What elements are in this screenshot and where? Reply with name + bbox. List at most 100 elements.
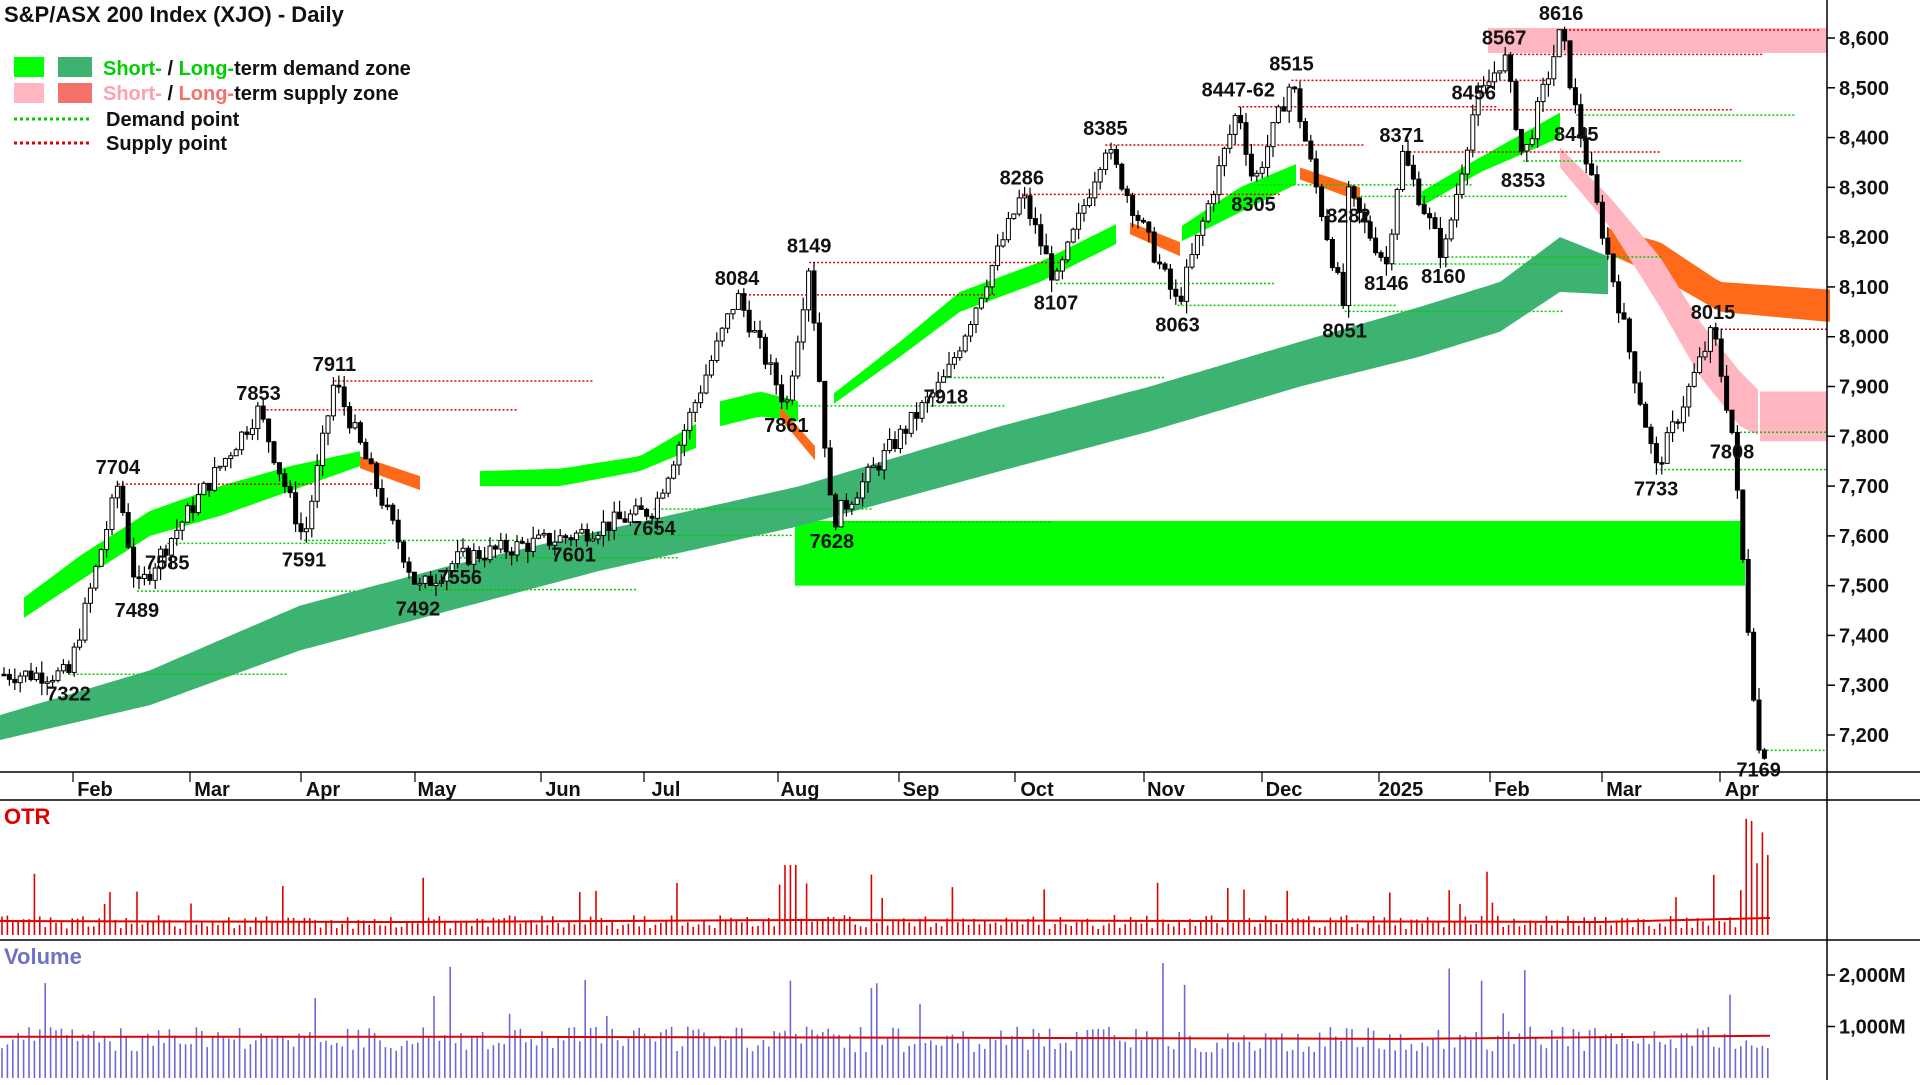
key-point-label: 7591 [282, 549, 327, 571]
candle-body [266, 418, 272, 443]
candle-body [482, 557, 488, 561]
candle-body [1324, 216, 1330, 241]
candle-body [71, 646, 77, 673]
candle-body [1362, 211, 1368, 223]
candle-body [93, 565, 99, 589]
candle-body [1243, 122, 1249, 155]
key-point-label: 8084 [715, 268, 760, 290]
candle [368, 452, 374, 465]
candle-body [1594, 174, 1600, 203]
candle-body [671, 464, 677, 479]
candle-body [455, 551, 461, 565]
candle-body [222, 458, 228, 467]
candle-body [217, 465, 223, 469]
candle [401, 539, 407, 569]
legend-supply-zone-text: Short- / Long-term supply zone [103, 83, 399, 105]
candle [627, 509, 633, 526]
candle-body [876, 465, 882, 471]
candle-body [433, 582, 439, 587]
candle [1270, 122, 1276, 158]
candle [606, 521, 612, 541]
candle-body [914, 412, 920, 419]
candle [60, 659, 66, 674]
candle [995, 234, 1001, 271]
candle [1724, 365, 1730, 414]
candle-body [1275, 106, 1281, 124]
candle [104, 521, 110, 558]
candle [1734, 425, 1740, 499]
candle [1092, 171, 1098, 207]
candle-body [1151, 231, 1157, 263]
candle [244, 426, 250, 440]
candle-body [201, 482, 207, 496]
candle [897, 424, 903, 454]
candle [951, 352, 957, 369]
candle-body [1270, 122, 1276, 148]
candle-body [390, 504, 396, 521]
candle-body [1740, 489, 1746, 561]
candle-body [903, 428, 909, 434]
short-term-supply-ribbon [1560, 147, 1758, 436]
candle [1340, 263, 1346, 309]
candle [654, 491, 660, 531]
candle-body [973, 307, 979, 326]
y-tick-label: 8,200 [1839, 227, 1889, 249]
candle-body [1297, 88, 1303, 123]
candle-body [1448, 219, 1454, 240]
supply-zone-right-rect [1760, 391, 1827, 442]
candle [1362, 203, 1368, 234]
candle-body [1070, 228, 1076, 243]
candle [1643, 401, 1649, 428]
candle [314, 454, 320, 509]
candle [806, 267, 812, 322]
x-tick-label: Jun [545, 779, 581, 801]
candle [174, 519, 180, 546]
candle-body [152, 567, 158, 581]
candle-body [530, 537, 536, 553]
otr-average-line [0, 917, 1771, 924]
candle [395, 509, 401, 550]
x-tick-label: Feb [1494, 779, 1530, 801]
key-point-label: 7853 [236, 383, 281, 405]
candle-body [379, 488, 385, 506]
candle-body [1248, 153, 1254, 177]
candle [779, 374, 785, 409]
key-point-label: 7733 [1634, 479, 1679, 501]
candle-body [1578, 104, 1584, 139]
candle [168, 537, 174, 568]
candle [1113, 145, 1119, 168]
candle-body [865, 466, 871, 483]
candle [822, 380, 828, 458]
candle-body [757, 330, 763, 338]
candle-body [1319, 186, 1325, 218]
candle [1389, 228, 1395, 271]
candle [131, 537, 137, 588]
candle-body [1146, 221, 1152, 233]
candle [1130, 192, 1136, 228]
candle-body [1616, 281, 1622, 314]
x-axis: Feb Mar Apr May Jun Jul Aug Sep Oct Nov Dec 2025 Feb… [72, 772, 1759, 801]
candle-body [428, 575, 434, 587]
candle-body [1626, 318, 1632, 353]
candle [1383, 246, 1389, 276]
candle [411, 571, 417, 585]
candle-body [336, 384, 342, 388]
candle-body [1686, 385, 1692, 408]
candle [633, 498, 639, 516]
candle [1621, 302, 1627, 320]
candle [638, 497, 644, 510]
otr-panel [0, 818, 1771, 935]
candle [201, 481, 207, 496]
volume-y-tick-label: 2,000M [1839, 965, 1906, 987]
candle-body [838, 499, 844, 528]
candle [195, 483, 201, 516]
candle-body [444, 570, 450, 582]
candle-body [995, 245, 1001, 267]
candle [838, 499, 844, 528]
candle [1038, 213, 1044, 255]
candle-body [752, 330, 758, 333]
candle [357, 420, 363, 445]
key-point-label: 8567 [1482, 27, 1527, 49]
candle [293, 481, 299, 533]
candle-body [1724, 375, 1730, 411]
